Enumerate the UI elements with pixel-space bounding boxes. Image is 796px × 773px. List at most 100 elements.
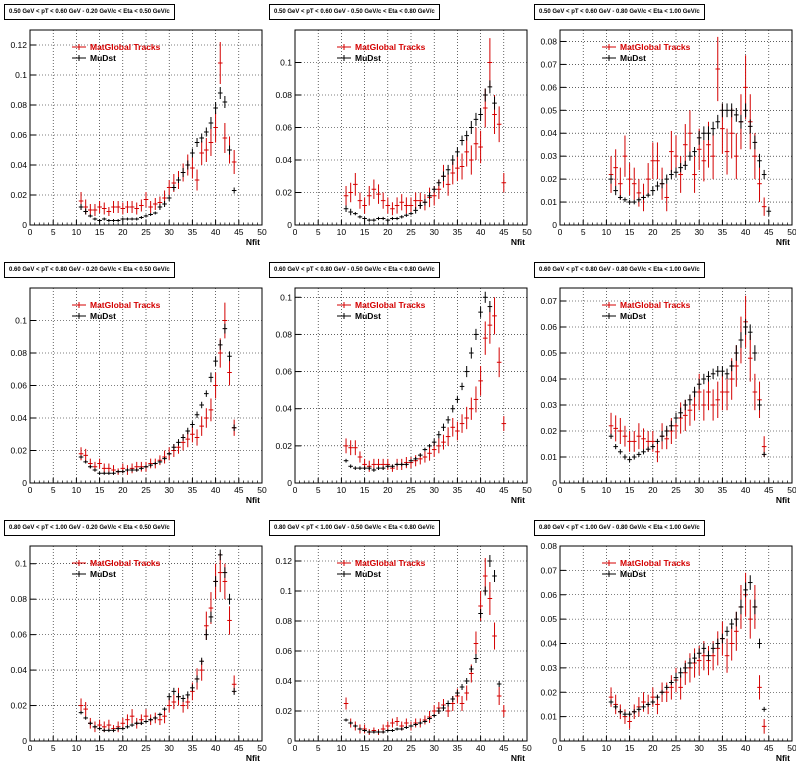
y-tick-label: 0.07 bbox=[540, 296, 557, 306]
y-tick-label: 0.07 bbox=[540, 565, 557, 575]
y-tick-label: 0.02 bbox=[540, 687, 557, 697]
data-point bbox=[148, 463, 153, 467]
data-point bbox=[743, 103, 748, 118]
x-tick-label: 50 bbox=[522, 227, 532, 237]
data-point bbox=[357, 727, 363, 731]
data-point bbox=[101, 728, 107, 733]
x-tick-label: 5 bbox=[581, 743, 586, 753]
y-tick-label: 0 bbox=[552, 736, 557, 746]
data-point bbox=[464, 366, 469, 378]
x-tick-label: 25 bbox=[406, 743, 416, 753]
y-tick-label: 0 bbox=[22, 220, 27, 230]
x-tick-label: 35 bbox=[188, 743, 198, 753]
y-tick-label: 0 bbox=[22, 736, 27, 746]
data-point bbox=[231, 187, 237, 194]
data-point bbox=[441, 434, 446, 450]
x-tick-label: 20 bbox=[383, 227, 393, 237]
data-point bbox=[394, 462, 400, 467]
data-point bbox=[213, 102, 218, 114]
data-point bbox=[747, 599, 753, 639]
legend-label-matglobal: MatGlobal Tracks bbox=[620, 42, 691, 52]
data-point bbox=[357, 215, 363, 219]
x-tick-label: 10 bbox=[72, 743, 82, 753]
x-axis-label: Nfit bbox=[246, 237, 260, 247]
data-point bbox=[385, 729, 391, 732]
data-point bbox=[143, 465, 149, 469]
x-tick-label: 35 bbox=[453, 227, 463, 237]
data-point bbox=[613, 186, 618, 196]
y-tick-label: 0.03 bbox=[540, 400, 557, 410]
data-point bbox=[761, 197, 767, 216]
data-point bbox=[353, 440, 358, 456]
series-mudst bbox=[608, 319, 767, 463]
data-point bbox=[353, 173, 358, 196]
data-point bbox=[422, 447, 428, 452]
data-point bbox=[631, 709, 637, 715]
data-point bbox=[618, 195, 623, 200]
x-tick-label: 15 bbox=[625, 227, 635, 237]
data-point bbox=[608, 433, 614, 439]
data-point bbox=[394, 727, 400, 731]
data-point bbox=[747, 575, 753, 590]
x-tick-label: 50 bbox=[522, 743, 532, 753]
y-tick-label: 0.08 bbox=[10, 594, 27, 604]
data-point bbox=[408, 197, 414, 214]
x-tick-label: 30 bbox=[429, 485, 439, 495]
data-point bbox=[199, 133, 204, 143]
y-tick-label: 0.05 bbox=[540, 105, 557, 115]
data-point bbox=[496, 347, 502, 378]
data-point bbox=[171, 444, 177, 451]
data-point bbox=[115, 219, 121, 222]
x-tick-label: 45 bbox=[499, 485, 509, 495]
data-point bbox=[217, 87, 223, 99]
data-point bbox=[194, 411, 200, 418]
data-point bbox=[436, 438, 442, 454]
plot-title: 0.80 GeV < pT < 1.00 GeV - 0.20 GeV/c < … bbox=[4, 520, 175, 536]
data-point bbox=[738, 332, 744, 348]
x-tick-label: 10 bbox=[602, 485, 612, 495]
data-point bbox=[408, 212, 414, 216]
data-point bbox=[390, 729, 395, 732]
data-point bbox=[664, 174, 670, 184]
data-point bbox=[78, 204, 84, 210]
data-point bbox=[348, 182, 353, 203]
data-point bbox=[724, 638, 730, 673]
plot-svg: 0 5 10 15 20 25 30 35 40 45 50 0.02 0.04 0.06 0.08 0.1 0… bbox=[275, 545, 532, 763]
y-tick-label: 0.1 bbox=[15, 559, 27, 569]
legend-label-matglobal: MatGlobal Tracks bbox=[90, 300, 161, 310]
y-tick-label: 0.1 bbox=[15, 316, 27, 326]
data-point bbox=[482, 88, 488, 102]
x-tick-label: 20 bbox=[648, 485, 658, 495]
x-tick-label: 35 bbox=[718, 743, 728, 753]
data-point bbox=[366, 218, 372, 222]
data-point bbox=[222, 96, 228, 108]
data-point bbox=[190, 684, 195, 692]
y-tick-label: 0.04 bbox=[275, 676, 292, 686]
legend-label-mudst: MuDst bbox=[620, 53, 646, 63]
data-point bbox=[478, 609, 483, 618]
data-point bbox=[408, 458, 414, 463]
y-tick-label: 0.02 bbox=[10, 446, 27, 456]
data-point bbox=[88, 214, 93, 218]
data-point bbox=[92, 204, 98, 216]
x-tick-label: 15 bbox=[95, 743, 105, 753]
data-point bbox=[362, 216, 367, 221]
data-point bbox=[88, 204, 93, 216]
data-point bbox=[180, 694, 186, 702]
data-point bbox=[450, 696, 456, 702]
histogram-panel-5: 0 5 10 15 20 25 30 35 40 45 50 0.02 0.04 0.06 0.08 0.1 0… bbox=[265, 258, 532, 515]
data-point bbox=[431, 186, 437, 193]
data-point bbox=[366, 186, 372, 206]
data-point bbox=[729, 103, 734, 118]
legend-label-mudst: MuDst bbox=[90, 311, 116, 321]
x-tick-label: 25 bbox=[671, 743, 681, 753]
data-point bbox=[348, 208, 353, 216]
data-point bbox=[469, 666, 474, 672]
legend-label-mudst: MuDst bbox=[355, 569, 381, 579]
data-point bbox=[701, 389, 707, 421]
plot-svg: 0 5 10 15 20 25 30 35 40 45 50 0.02 0.04 0.06 0.08 0.1 0… bbox=[10, 29, 267, 247]
data-point bbox=[743, 582, 748, 598]
x-tick-label: 10 bbox=[602, 743, 612, 753]
